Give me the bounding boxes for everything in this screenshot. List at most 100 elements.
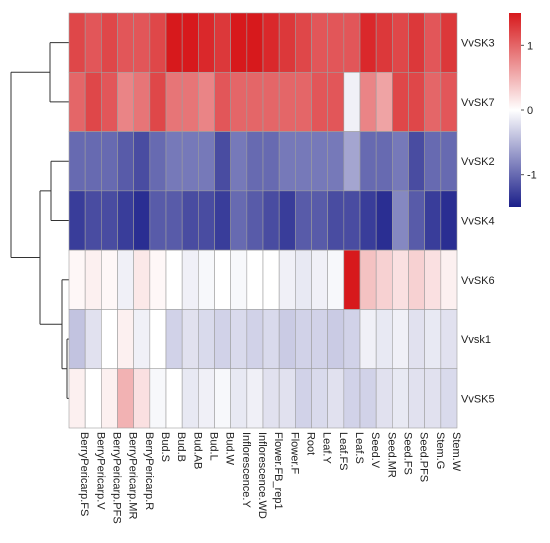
heatmap-cell — [117, 309, 134, 370]
heatmap-cell — [214, 190, 231, 251]
heatmap-cell — [246, 12, 264, 73]
heatmap-cell — [84, 131, 102, 192]
column-label: Bud.L — [207, 432, 219, 461]
column-label: Seed.FS — [401, 432, 413, 475]
heatmap-cell — [311, 190, 328, 251]
heatmap-cell — [359, 368, 377, 429]
heatmap-cell — [295, 71, 312, 132]
heatmap-cell — [198, 368, 215, 429]
heatmap-cell — [392, 131, 409, 192]
heatmap-cell — [133, 190, 151, 251]
column-label: Flower.F — [288, 432, 300, 474]
heatmap-cell — [295, 131, 312, 192]
heatmap-cell — [198, 71, 215, 132]
heatmap-cell — [133, 249, 151, 310]
heatmap-cell — [230, 249, 248, 310]
column-label: Inflorescence.Y — [240, 432, 252, 508]
heatmap-cell — [295, 12, 312, 73]
heatmap-cell — [408, 249, 425, 310]
heatmap-cell — [440, 71, 458, 132]
heatmap-cell — [392, 309, 409, 370]
heatmap-cell — [117, 12, 134, 73]
heatmap-cell — [375, 368, 393, 429]
heatmap-cell — [101, 368, 118, 429]
heatmap-cell — [230, 12, 248, 73]
heatmap-cell — [117, 368, 134, 429]
heatmap-cell — [68, 131, 86, 192]
heatmap-cell — [230, 190, 248, 251]
heatmap-cell — [343, 190, 361, 251]
heatmap-cell — [214, 249, 231, 310]
column-label: Leaf.FS — [337, 432, 349, 471]
heatmap-cell — [311, 249, 328, 310]
heatmap-cell — [230, 368, 248, 429]
column-label: Leaf.S — [353, 432, 365, 464]
heatmap-cell — [295, 249, 312, 310]
heatmap-cell — [133, 368, 151, 429]
heatmap-cell — [408, 368, 425, 429]
heatmap-cell — [246, 190, 264, 251]
column-label: Seed.MR — [385, 432, 397, 478]
heatmap-cell — [165, 190, 183, 251]
heatmap-cell — [440, 190, 458, 251]
heatmap-cell — [359, 309, 377, 370]
heatmap-cell — [101, 190, 118, 251]
heatmap-cell — [408, 12, 425, 73]
column-label: BerryPericarp.PFS — [110, 432, 122, 524]
heatmap-cell — [440, 12, 458, 73]
heatmap-cell — [424, 249, 442, 310]
heatmap-cell — [311, 131, 328, 192]
column-label: Seed.PFS — [418, 432, 430, 482]
heatmap-cell — [278, 309, 296, 370]
heatmap-cell — [311, 368, 328, 429]
heatmap-cell — [327, 131, 345, 192]
heatmap-cell — [375, 190, 393, 251]
heatmap-cell — [165, 368, 183, 429]
heatmap-cell — [117, 71, 134, 132]
heatmap-cell — [198, 190, 215, 251]
heatmap-cell — [133, 309, 151, 370]
heatmap-cell — [440, 131, 458, 192]
heatmap-cell — [424, 131, 442, 192]
heatmap-cell — [230, 131, 248, 192]
heatmap-cell — [101, 71, 118, 132]
heatmap-cell — [84, 309, 102, 370]
heatmap-cell — [230, 71, 248, 132]
heatmap-cell — [181, 71, 199, 132]
heatmap-cell — [149, 368, 167, 429]
heatmap-cell — [262, 249, 280, 310]
heatmap-cell — [440, 249, 458, 310]
legend-color-bar — [509, 13, 521, 207]
heatmap-cell — [359, 249, 377, 310]
heatmap-cell — [359, 12, 377, 73]
heatmap-cell — [214, 368, 231, 429]
heatmap-cell — [327, 71, 345, 132]
heatmap-cell — [84, 249, 102, 310]
heatmap-cell — [214, 309, 231, 370]
heatmap-cell — [133, 131, 151, 192]
heatmap-cell — [68, 309, 86, 370]
heatmap-cell — [214, 12, 231, 73]
heatmap-cell — [117, 249, 134, 310]
heatmap-cell — [408, 131, 425, 192]
row-label: VvSK5 — [461, 393, 495, 405]
column-label: Inflorescence.WD — [256, 432, 268, 519]
column-labels: BerryPericarp.FS BerryPericarp.V BerryPeri… — [78, 432, 462, 524]
heatmap-cells — [68, 12, 458, 429]
heatmap-cell — [68, 190, 86, 251]
row-dendrogram — [10, 42, 69, 399]
heatmap-cell — [84, 368, 102, 429]
heatmap-cell — [68, 368, 86, 429]
heatmap-cell — [149, 131, 167, 192]
heatmap-cell — [181, 249, 199, 310]
heatmap-cell — [101, 131, 118, 192]
heatmap-cell — [117, 190, 134, 251]
heatmap-cell — [246, 249, 264, 310]
heatmap-cell — [440, 368, 458, 429]
color-legend: 1 0 -1 — [509, 13, 537, 207]
heatmap-cell — [84, 71, 102, 132]
heatmap-cell — [246, 309, 264, 370]
heatmap-cell — [149, 309, 167, 370]
column-label: Bud.W — [224, 432, 236, 466]
row-label: VvSK4 — [461, 216, 495, 228]
